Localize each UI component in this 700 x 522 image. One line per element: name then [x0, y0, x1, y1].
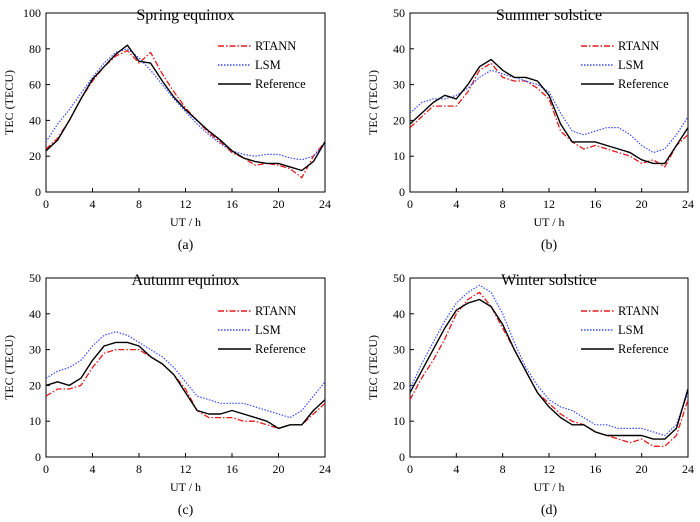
x-tick-label: 20 — [273, 197, 285, 211]
legend-label: RTANN — [255, 39, 296, 53]
y-tick-label: 10 — [29, 414, 41, 428]
y-tick-label: 0 — [35, 450, 41, 464]
x-tick-label: 20 — [273, 462, 285, 476]
y-tick-label: 50 — [29, 271, 41, 285]
chart-title: Summer solstice — [496, 7, 602, 24]
x-tick-label: 24 — [682, 462, 694, 476]
legend-label: RTANN — [255, 304, 296, 318]
y-tick-label: 20 — [393, 378, 405, 392]
y-tick-label: 100 — [23, 6, 41, 20]
y-tick-label: 80 — [29, 42, 41, 56]
y-tick-label: 30 — [29, 343, 41, 357]
series-line-rtann — [45, 348, 326, 430]
y-tick-label: 0 — [35, 185, 41, 199]
y-axis-label: TEC (TECU) — [366, 70, 380, 135]
x-tick-label: 4 — [453, 197, 459, 211]
x-tick-label: 16 — [589, 197, 601, 211]
legend-label: Reference — [618, 77, 669, 91]
panel-label: (d) — [541, 503, 558, 518]
series-line-rtann — [409, 62, 689, 168]
x-tick-label: 12 — [543, 462, 555, 476]
x-axis-label: UT / h — [170, 480, 201, 494]
y-tick-label: 40 — [393, 42, 405, 56]
legend-label: RTANN — [618, 304, 659, 318]
x-axis-label: UT / h — [533, 215, 564, 229]
legend-label: LSM — [255, 58, 281, 72]
series-line-rtann — [409, 291, 689, 447]
x-tick-label: 0 — [407, 462, 413, 476]
legend-label: Reference — [255, 342, 306, 356]
legend-label: LSM — [618, 58, 644, 72]
y-axis-label: TEC (TECU) — [2, 335, 16, 400]
y-tick-label: 0 — [399, 185, 405, 199]
y-tick-label: 20 — [29, 378, 41, 392]
series-line-reference — [409, 58, 689, 165]
x-tick-label: 0 — [43, 197, 49, 211]
chart-title: Spring equinox — [136, 7, 234, 24]
series-line-reference — [45, 44, 326, 172]
legend-label: LSM — [255, 323, 281, 337]
chart-title: Autumn equinox — [132, 272, 240, 289]
x-tick-label: 0 — [407, 197, 413, 211]
panel-label: (c) — [178, 503, 194, 518]
legend-label: LSM — [618, 323, 644, 337]
y-tick-label: 0 — [399, 450, 405, 464]
x-tick-label: 16 — [226, 197, 238, 211]
x-tick-label: 12 — [180, 197, 192, 211]
x-tick-label: 8 — [136, 462, 142, 476]
x-tick-label: 4 — [453, 462, 459, 476]
chart-panel-1: 0 4 8 12 16 20 24 0 20 40 60 80 100 UT / h TEC (TECU) S… — [2, 6, 331, 253]
series-line-reference — [45, 341, 326, 430]
legend-label: Reference — [618, 342, 669, 356]
y-tick-label: 60 — [29, 78, 41, 92]
x-tick-label: 0 — [43, 462, 49, 476]
x-tick-label: 8 — [500, 462, 506, 476]
series-line-reference — [409, 298, 689, 440]
y-axis-label: TEC (TECU) — [2, 70, 16, 135]
chart-title: Winter solstice — [501, 272, 597, 289]
legend-label: Reference — [255, 77, 306, 91]
series-line-lsm — [45, 331, 326, 419]
panel-label: (a) — [178, 238, 194, 253]
y-tick-label: 30 — [393, 78, 405, 92]
x-tick-label: 24 — [319, 197, 331, 211]
y-tick-label: 40 — [29, 113, 41, 127]
x-tick-label: 8 — [136, 197, 142, 211]
series-line-lsm — [45, 48, 326, 161]
y-tick-label: 50 — [393, 6, 405, 20]
x-tick-label: 20 — [636, 462, 648, 476]
legend-label: RTANN — [618, 39, 659, 53]
x-tick-label: 24 — [682, 197, 694, 211]
x-tick-label: 8 — [500, 197, 506, 211]
panel-label: (b) — [541, 238, 558, 253]
x-axis-label: UT / h — [170, 215, 201, 229]
x-tick-label: 24 — [319, 462, 331, 476]
x-tick-label: 16 — [589, 462, 601, 476]
series-line-lsm — [409, 284, 689, 437]
chart-panel-3: 0 4 8 12 16 20 24 0 10 20 30 40 50 UT / h TEC (TECU) Au… — [2, 271, 331, 518]
y-axis-label: TEC (TECU) — [366, 335, 380, 400]
y-tick-label: 10 — [393, 414, 405, 428]
series-line-rtann — [45, 49, 326, 179]
y-tick-label: 20 — [29, 149, 41, 163]
y-tick-label: 10 — [393, 149, 405, 163]
x-axis-label: UT / h — [533, 480, 564, 494]
y-tick-label: 30 — [393, 343, 405, 357]
series-line-lsm — [409, 69, 689, 154]
x-tick-label: 20 — [636, 197, 648, 211]
y-tick-label: 40 — [29, 307, 41, 321]
y-tick-label: 40 — [393, 307, 405, 321]
x-tick-label: 12 — [543, 197, 555, 211]
x-tick-label: 4 — [90, 197, 96, 211]
y-tick-label: 20 — [393, 113, 405, 127]
x-tick-label: 12 — [180, 462, 192, 476]
x-tick-label: 16 — [226, 462, 238, 476]
chart-panel-2: 0 4 8 12 16 20 24 0 10 20 30 40 50 UT / h TEC (TECU) Su… — [366, 6, 694, 253]
chart-panel-4: 0 4 8 12 16 20 24 0 10 20 30 40 50 UT / h TEC (TECU) Wi… — [366, 271, 694, 518]
x-tick-label: 4 — [90, 462, 96, 476]
y-tick-label: 50 — [393, 271, 405, 285]
